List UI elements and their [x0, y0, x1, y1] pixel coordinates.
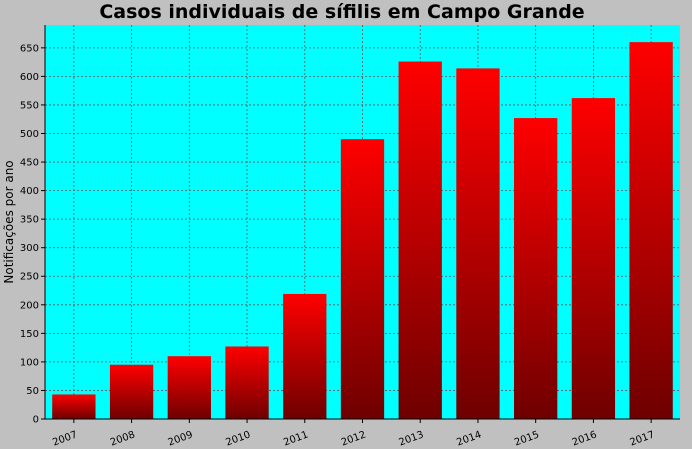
y-tick-label: 650	[20, 43, 39, 54]
bar	[283, 293, 327, 419]
x-tick-label: 2007	[51, 429, 79, 448]
bar	[398, 61, 442, 420]
y-tick-label: 400	[20, 186, 39, 197]
bar	[514, 118, 558, 419]
y-tick-label: 200	[20, 300, 39, 311]
y-tick-label: 0	[33, 415, 39, 426]
bar	[52, 394, 96, 419]
x-tick-label: 2011	[282, 429, 310, 448]
x-tick-label: 2014	[455, 429, 483, 448]
x-tick-label: 2016	[571, 429, 599, 448]
y-tick-label: 50	[26, 386, 39, 397]
bar	[225, 346, 269, 419]
bar	[340, 139, 385, 420]
x-tick-label: 2012	[340, 429, 368, 448]
y-tick-label: 450	[20, 158, 39, 169]
y-tick-label: 600	[20, 72, 39, 83]
x-tick-label: 2017	[628, 429, 656, 448]
bar	[571, 98, 616, 420]
y-axis-label: Notificações por ano	[2, 160, 16, 283]
bar	[456, 68, 500, 420]
x-tick-label: 2010	[224, 429, 252, 448]
bars	[52, 42, 673, 420]
y-tick-label: 350	[20, 215, 39, 226]
x-tick-label: 2009	[167, 429, 195, 448]
chart-title: Casos individuais de sífilis em Campo Gr…	[99, 1, 584, 23]
y-tick-label: 100	[20, 357, 39, 368]
bar	[167, 356, 211, 419]
y-tick-label: 550	[20, 100, 39, 111]
bar	[629, 42, 673, 420]
bar	[109, 364, 154, 419]
x-tick-label: 2015	[513, 429, 541, 448]
y-tick-label: 500	[20, 129, 39, 140]
x-tick-label: 2013	[398, 429, 426, 448]
y-tick-label: 300	[20, 243, 39, 254]
y-tick-label: 150	[20, 329, 39, 340]
y-tick-label: 250	[20, 272, 39, 283]
x-tick-label: 2008	[109, 429, 137, 448]
